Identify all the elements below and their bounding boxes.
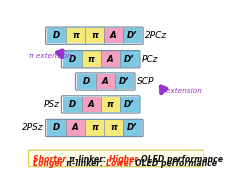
Bar (66, 28, 85, 43)
Text: π: π (72, 31, 79, 40)
Text: π: π (110, 123, 117, 132)
Bar (96, 74, 115, 89)
Text: A: A (107, 55, 114, 64)
Text: A: A (72, 123, 79, 132)
Bar (101, 97, 120, 112)
Bar (101, 51, 120, 67)
Bar (82, 97, 101, 112)
Text: D’: D’ (127, 31, 138, 40)
Text: D’: D’ (119, 77, 129, 86)
Text: D: D (69, 100, 76, 109)
Bar (120, 51, 139, 67)
Bar (82, 51, 101, 67)
Text: D: D (69, 55, 76, 64)
Text: SCP: SCP (137, 77, 154, 86)
Text: D’: D’ (127, 123, 138, 132)
Text: OLED performance: OLED performance (135, 159, 217, 168)
Bar (85, 28, 104, 43)
Text: A: A (110, 31, 117, 40)
Text: PCz: PCz (142, 55, 158, 64)
Bar (115, 74, 134, 89)
Text: PSz: PSz (44, 100, 59, 109)
Bar (85, 120, 104, 136)
Text: π extension: π extension (159, 88, 202, 94)
Text: D: D (53, 31, 60, 40)
Bar (47, 28, 66, 43)
Text: Higher: Higher (109, 155, 141, 164)
Text: A: A (88, 100, 94, 109)
Bar (63, 97, 82, 112)
Text: π: π (88, 55, 95, 64)
Text: π: π (107, 100, 114, 109)
Text: D: D (83, 77, 90, 86)
Text: π: π (91, 123, 98, 132)
Text: Longer: Longer (33, 159, 66, 168)
Text: π: π (91, 31, 98, 40)
Bar (63, 51, 82, 67)
Bar (104, 28, 123, 43)
Text: OLED performance: OLED performance (141, 155, 223, 164)
Bar (77, 74, 96, 89)
FancyBboxPatch shape (28, 150, 204, 167)
Text: D: D (53, 123, 60, 132)
Bar (123, 28, 142, 43)
Text: π-linker:: π-linker: (69, 155, 109, 164)
Text: Shorter: Shorter (33, 155, 69, 164)
Text: π-linker:: π-linker: (66, 159, 106, 168)
Bar (120, 97, 139, 112)
Text: 2PCz: 2PCz (145, 31, 167, 40)
Text: D’: D’ (124, 100, 134, 109)
Bar (104, 120, 123, 136)
Bar (123, 120, 142, 136)
Text: 2PSz: 2PSz (22, 123, 44, 132)
Text: D’: D’ (124, 55, 134, 64)
Text: π extension: π extension (29, 53, 72, 59)
Text: Lower: Lower (106, 159, 135, 168)
Text: A: A (102, 77, 109, 86)
Bar (66, 120, 85, 136)
Bar (47, 120, 66, 136)
